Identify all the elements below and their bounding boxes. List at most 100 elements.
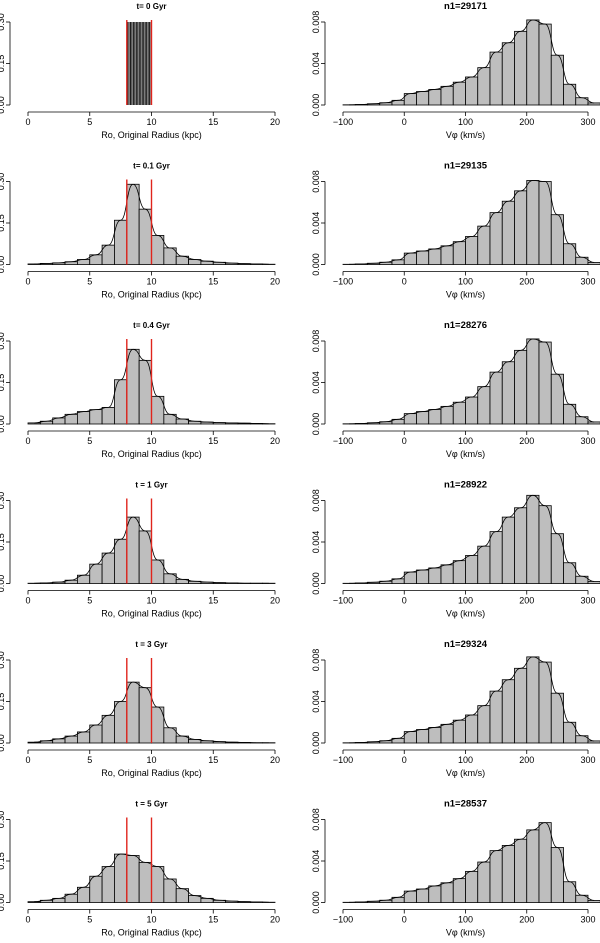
y-tick-label: 0.004 xyxy=(311,850,321,873)
bar xyxy=(538,181,552,265)
bar xyxy=(465,76,479,106)
bar xyxy=(89,409,103,425)
panel-11: t = 5 Gyr 0 5 10 15 20 Ro, Original Radius (kp… xyxy=(0,800,280,938)
bar xyxy=(138,687,152,744)
y-tick-label: 0.15 xyxy=(0,374,6,392)
bar xyxy=(440,245,454,265)
chart-title: n1=29135 xyxy=(444,161,488,172)
x-tick-label: 5 xyxy=(87,117,92,127)
x-tick-label: 0 xyxy=(25,596,30,606)
x-tick-label: 100 xyxy=(458,117,473,127)
bar xyxy=(151,866,165,903)
y-tick-label: 0.15 xyxy=(0,55,6,73)
y-tick-label: 0.15 xyxy=(0,693,6,711)
bar xyxy=(489,51,503,106)
bar xyxy=(163,878,177,903)
y-axis: 0.000 0.004 0.008 xyxy=(311,170,326,276)
y-tick-label: 0.00 xyxy=(0,734,6,752)
bar xyxy=(440,85,454,106)
bar xyxy=(538,341,552,425)
x-tick-label: −100 xyxy=(333,755,353,765)
y-tick-label: 0.008 xyxy=(311,11,321,34)
bar xyxy=(514,838,528,903)
x-tick-label: 200 xyxy=(519,436,534,446)
bar xyxy=(440,405,454,425)
bar xyxy=(477,861,491,903)
y-tick-label: 0.004 xyxy=(311,371,321,394)
chart-title: t = 1 Gyr xyxy=(135,481,167,490)
x-axis: 0 5 10 15 20 Ro, Original Radius (kpc) xyxy=(25,909,280,938)
x-axis: 0 5 10 15 20 Ro, Original Radius (kpc) xyxy=(25,590,280,619)
y-tick-label: 0.30 xyxy=(0,492,6,510)
bar xyxy=(538,661,552,744)
panel-1: t= 0 Gyr 0 5 10 15 20 Ro, Original Radius (kpc… xyxy=(0,2,280,140)
bar xyxy=(416,729,430,744)
x-tick-label: −100 xyxy=(333,596,353,606)
x-tick-label: 15 xyxy=(208,117,218,127)
x-tick-label: 0 xyxy=(25,117,30,127)
y-tick-label: 0.30 xyxy=(0,173,6,191)
x-axis: 0 5 10 15 20 Ro, Original Radius (kpc) xyxy=(25,430,280,459)
bar xyxy=(514,349,528,425)
y-axis: 0.00 0.15 0.30 xyxy=(0,492,11,592)
bar xyxy=(489,690,503,744)
x-tick-label: 0 xyxy=(402,436,407,446)
y-tick-label: 0.008 xyxy=(311,649,321,672)
x-tick-label: 20 xyxy=(270,915,280,925)
x-tick-label: 0 xyxy=(25,436,30,446)
panel-7: t = 1 Gyr 0 5 10 15 20 Ro, Original Radius (kp… xyxy=(0,481,280,619)
bars xyxy=(342,494,600,584)
bar xyxy=(416,888,430,903)
x-tick-label: 0 xyxy=(25,277,30,287)
x-axis: −100 0 100 200 300 Vφ (km/s) xyxy=(333,111,596,140)
x-tick-label: 10 xyxy=(146,277,156,287)
panel-3: t= 0.1 Gyr 0 5 10 15 20 Ro, Original Radius (k… xyxy=(0,162,280,300)
density-curve xyxy=(349,338,595,425)
bar xyxy=(77,731,91,744)
bar xyxy=(428,727,442,744)
x-tick-label: 20 xyxy=(270,117,280,127)
y-tick-label: 0.008 xyxy=(311,170,321,193)
bar xyxy=(452,401,466,425)
x-axis-label: Vφ (km/s) xyxy=(446,449,485,459)
x-tick-label: 300 xyxy=(580,596,595,606)
bar xyxy=(114,538,128,584)
x-axis-label: Vφ (km/s) xyxy=(446,130,485,140)
x-tick-label: 300 xyxy=(580,436,595,446)
x-tick-label: 0 xyxy=(25,915,30,925)
y-axis: 0.00 0.15 0.30 xyxy=(0,173,11,273)
y-tick-label: 0.15 xyxy=(0,852,6,870)
x-tick-label: 300 xyxy=(580,277,595,287)
y-tick-label: 0.000 xyxy=(311,94,321,117)
bar xyxy=(489,850,503,903)
x-axis-label: Vφ (km/s) xyxy=(446,290,485,300)
x-axis-label: Vφ (km/s) xyxy=(446,609,485,619)
bar xyxy=(465,714,479,744)
y-tick-label: 0.004 xyxy=(311,531,321,554)
x-tick-label: 20 xyxy=(270,436,280,446)
x-tick-label: 5 xyxy=(87,596,92,606)
x-tick-label: 300 xyxy=(580,915,595,925)
y-axis: 0.00 0.15 0.30 xyxy=(0,651,11,752)
y-tick-label: 0.000 xyxy=(311,253,321,276)
x-axis-label: Vφ (km/s) xyxy=(446,768,485,778)
bar xyxy=(526,829,540,903)
x-tick-label: 20 xyxy=(270,755,280,765)
bar xyxy=(465,396,479,425)
x-tick-label: 5 xyxy=(87,277,92,287)
x-axis: 0 5 10 15 20 Ro, Original Radius (kpc) xyxy=(25,749,280,778)
x-tick-label: 15 xyxy=(208,915,218,925)
bar xyxy=(77,411,91,425)
y-tick-label: 0.004 xyxy=(311,212,321,235)
bar xyxy=(501,516,515,584)
bar xyxy=(477,386,491,425)
bar xyxy=(526,338,540,425)
bar xyxy=(452,241,466,265)
bar xyxy=(465,236,479,265)
density-curve xyxy=(349,494,595,584)
x-axis-label: Ro, Original Radius (kpc) xyxy=(101,609,202,619)
bar xyxy=(114,853,128,903)
y-tick-label: 0.00 xyxy=(0,894,6,912)
bar xyxy=(489,371,503,425)
chart-title: t = 3 Gyr xyxy=(135,640,167,649)
